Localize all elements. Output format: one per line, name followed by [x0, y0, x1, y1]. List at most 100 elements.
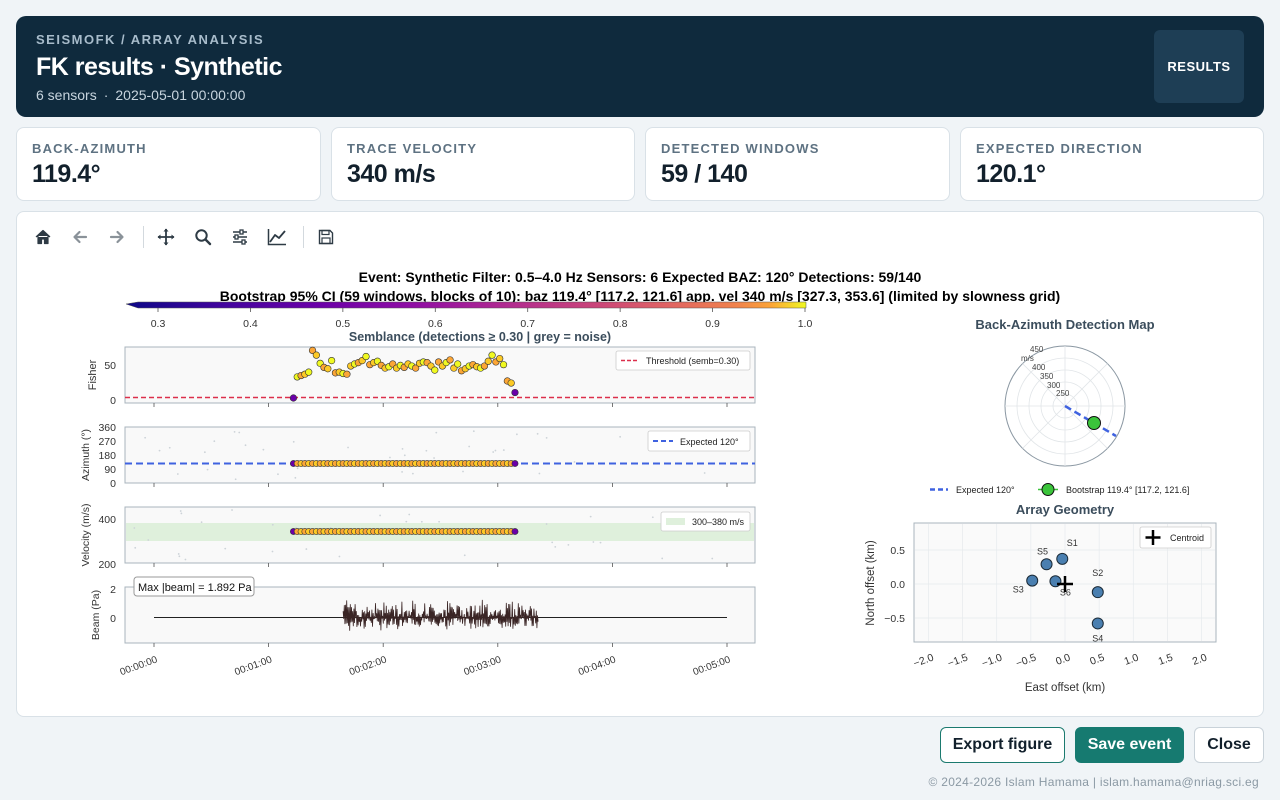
- polar-ring-label: 450: [1030, 345, 1044, 354]
- fisher-ylabel: Fisher: [87, 359, 99, 390]
- fisher-point: [289, 394, 298, 402]
- results-button[interactable]: RESULTS: [1154, 30, 1244, 103]
- sliders-icon[interactable]: [227, 226, 253, 248]
- azimuth-noise-point: [403, 454, 406, 457]
- velocity-noise-point: [420, 520, 423, 523]
- azimuth-noise-point: [425, 449, 428, 452]
- colorbar-tick-label: 0.3: [151, 318, 166, 330]
- colorbar-tick-label: 0.9: [705, 318, 720, 330]
- colorbar-tick-label: 0.8: [613, 318, 628, 330]
- forward-arrow-icon[interactable]: [104, 226, 130, 248]
- velocity-noise-point: [405, 520, 408, 523]
- velocity-noise-point: [177, 553, 180, 555]
- pan-icon[interactable]: [153, 226, 179, 248]
- velocity-noise-point: [134, 546, 137, 549]
- azimuth-noise-point: [703, 472, 706, 474]
- bootstrap-legend-label: Bootstrap 119.4° [117.2, 121.6]: [1066, 485, 1189, 495]
- time-tick-label: 00:05:00: [692, 654, 733, 678]
- velocity-noise-point: [338, 555, 341, 558]
- toolbar-divider: [303, 226, 304, 248]
- array-xtick: 0.5: [1088, 651, 1106, 667]
- velocity-axes: Velocity (m/s) 400 200 300–380 m/s: [80, 503, 756, 571]
- stat-label: BACK-AZIMUTH: [32, 141, 147, 156]
- array-xtick: 1.0: [1122, 651, 1140, 667]
- export-figure-button[interactable]: Export figure: [940, 727, 1065, 763]
- array-xtick: −1.0: [980, 651, 1004, 669]
- breadcrumb: SEISMOFK / ARRAY ANALYSIS: [36, 32, 265, 47]
- stat-card-expected-direction: EXPECTED DIRECTION 120.1°: [960, 127, 1264, 201]
- array-title: Array Geometry: [1016, 502, 1115, 517]
- sensor-label: S4: [1092, 633, 1103, 643]
- home-icon[interactable]: [30, 226, 56, 248]
- fisher-point: [488, 351, 496, 359]
- save-icon[interactable]: [313, 226, 339, 248]
- array-xtick: 0.0: [1054, 651, 1072, 667]
- azimuth-noise-point: [277, 473, 279, 476]
- azimuth-noise-point: [411, 472, 414, 475]
- sensor-marker: [1091, 617, 1104, 630]
- velocity-noise-point: [589, 515, 592, 518]
- beam-max-text: Max |beam| = 1.892 Pa: [138, 582, 253, 594]
- array-xtick: −0.5: [1014, 651, 1038, 669]
- colorbar-tick-label: 0.6: [428, 318, 443, 330]
- time-tick-label: 00:02:00: [348, 654, 389, 678]
- stat-card-detected-windows: DETECTED WINDOWS 59 / 140: [645, 127, 950, 201]
- sensor-marker: [1091, 586, 1104, 599]
- subtitle-separator: ·: [103, 87, 109, 103]
- fisher-point: [362, 352, 370, 361]
- expected-legend-label: Expected 120°: [956, 485, 1015, 495]
- colorbar-tick-label: 0.7: [520, 318, 535, 330]
- fisher-point: [496, 354, 504, 363]
- centroid-marker: [1057, 576, 1073, 592]
- fisher-point: [454, 360, 462, 368]
- back-arrow-icon[interactable]: [67, 226, 93, 248]
- threshold-legend-label: Threshold (semb=0.30): [646, 356, 739, 366]
- fisher-point: [308, 346, 317, 355]
- velocity-noise-point: [438, 520, 441, 523]
- array-ytick: −0.5: [884, 613, 905, 625]
- velocity-noise-point: [599, 541, 602, 544]
- velocity-noise-point: [463, 554, 466, 557]
- stat-label: EXPECTED DIRECTION: [976, 141, 1143, 156]
- velocity-noise-point: [554, 545, 557, 548]
- line-chart-icon[interactable]: [264, 226, 290, 248]
- sensor-label: S6: [1060, 587, 1071, 597]
- azimuth-noise-point: [294, 476, 297, 479]
- azimuth-noise-point: [296, 467, 299, 470]
- azimuth-noise-point: [203, 451, 206, 454]
- fisher-ytick: 0: [110, 395, 116, 407]
- azimuth-noise-point: [538, 472, 541, 475]
- azimuth-noise-point: [515, 433, 518, 436]
- stat-value: 59 / 140: [661, 160, 748, 188]
- azimuth-noise-point: [389, 456, 391, 459]
- fisher-point: [511, 388, 519, 397]
- beam-max-label: Max |beam| = 1.892 Pa: [133, 576, 255, 597]
- fisher-legend: Threshold (semb=0.30): [615, 350, 751, 371]
- stat-value: 340 m/s: [347, 160, 436, 188]
- centroid-legend-label: Centroid: [1170, 533, 1204, 543]
- azimuth-noise-point: [168, 446, 171, 449]
- fisher-ytick: 50: [104, 360, 116, 372]
- azimuth-point: [511, 460, 519, 467]
- beam-axes: Beam (Pa) 2 0 Max |beam| = 1.892 Pa: [90, 576, 756, 644]
- semblance-colorbar: 0.3 0.4 0.5 0.6 0.7 0.8 0.9 1.0 Semblance (dete…: [125, 301, 812, 344]
- page-subtitle: 6 sensors · 2025-05-01 00:00:00: [36, 87, 245, 103]
- velocity-noise-point: [184, 558, 187, 561]
- time-tick-label: 00:04:00: [577, 654, 618, 678]
- velocity-noise-point: [179, 510, 182, 512]
- page-title: FK results · Synthetic: [36, 53, 283, 81]
- array-grid: [915, 524, 1215, 641]
- stat-value: 119.4°: [32, 160, 101, 188]
- azimuth-noise-point: [234, 478, 237, 481]
- azimuth-noise-point: [545, 436, 548, 439]
- azimuth-noise-point: [401, 471, 403, 473]
- close-button[interactable]: Close: [1194, 727, 1264, 763]
- zoom-icon[interactable]: [190, 226, 216, 248]
- azimuth-noise-point: [244, 444, 247, 447]
- time-tick-label: 00:03:00: [462, 654, 503, 678]
- save-event-button[interactable]: Save event: [1075, 727, 1184, 763]
- azimuth-noise-point: [472, 430, 475, 433]
- time-tick-label: 00:00:00: [119, 654, 160, 678]
- event-datetime: 2025-05-01 00:00:00: [115, 87, 246, 103]
- fisher-point: [305, 368, 313, 376]
